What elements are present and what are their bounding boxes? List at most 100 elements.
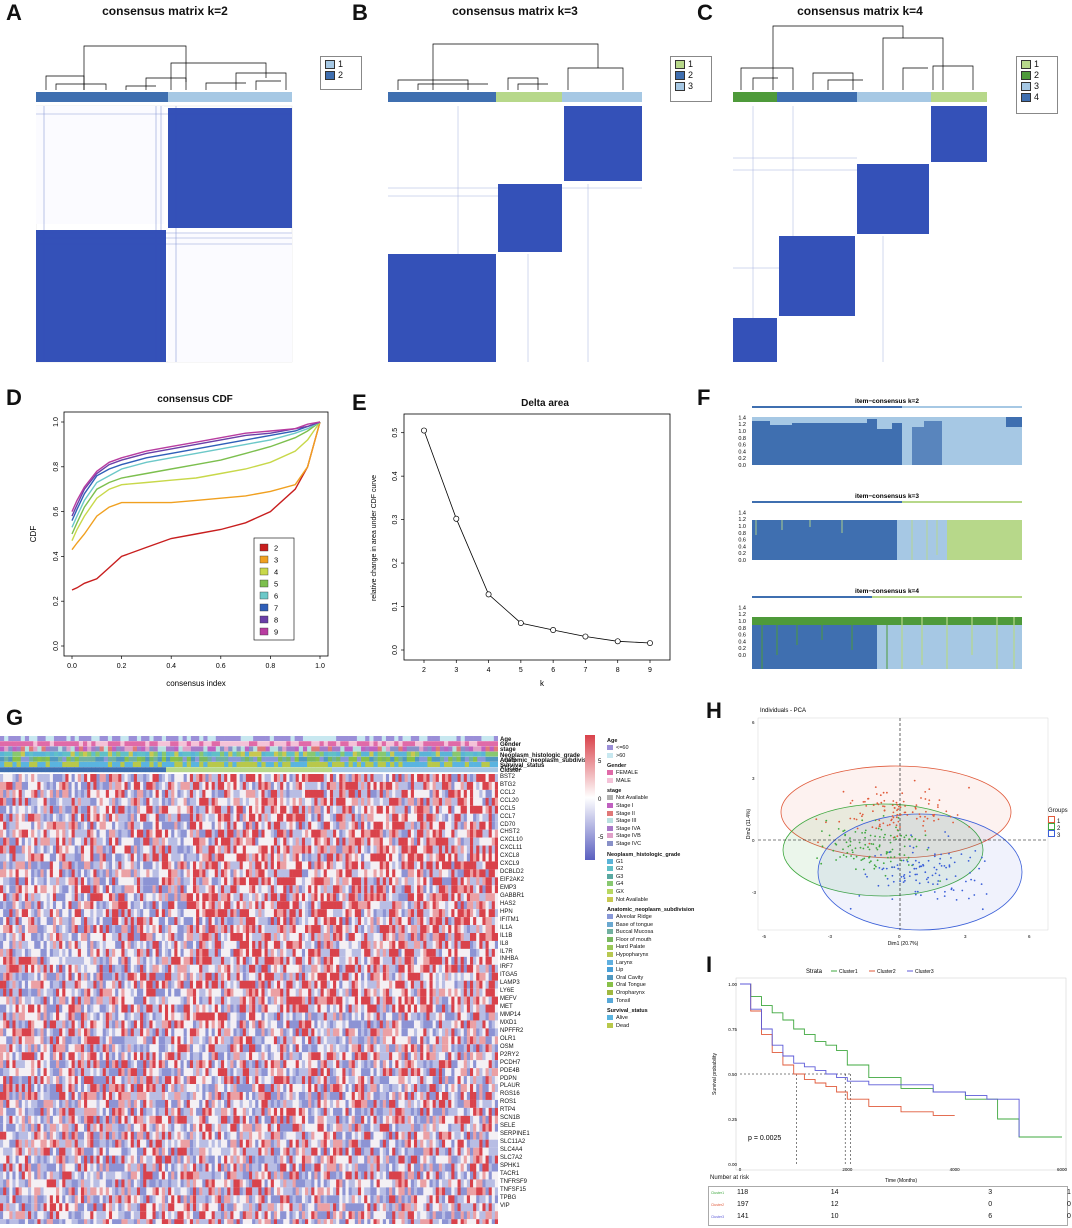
pca-point bbox=[851, 799, 854, 802]
heatmap-row bbox=[0, 837, 498, 846]
pca-point bbox=[874, 855, 876, 857]
pca-point bbox=[920, 865, 923, 868]
item-consensus-ytick: 0.2 bbox=[738, 551, 746, 557]
pca-point bbox=[892, 800, 895, 802]
km-xtick-label: 4000 bbox=[950, 1167, 961, 1172]
cdf-legend-label: 5 bbox=[274, 580, 278, 589]
pca-point bbox=[859, 812, 862, 815]
delta-line bbox=[423, 430, 651, 644]
pca-point bbox=[856, 827, 859, 830]
gene-label: HAS2 bbox=[500, 900, 516, 907]
pca-point bbox=[968, 826, 971, 828]
pca-point bbox=[845, 841, 848, 844]
km-ytick-label: 0.50 bbox=[728, 1072, 737, 1077]
delta-point bbox=[550, 627, 557, 633]
km-curve-Cluster3 bbox=[740, 983, 1020, 1137]
pca-point bbox=[835, 843, 838, 846]
pca-point bbox=[897, 820, 900, 823]
pca-point bbox=[890, 856, 892, 859]
pca-point bbox=[878, 845, 881, 848]
panel-letter-b: B bbox=[352, 0, 368, 25]
heatmap-row bbox=[0, 1163, 498, 1172]
pca-point bbox=[924, 815, 926, 818]
pca-point bbox=[924, 834, 927, 837]
pca-point bbox=[850, 855, 852, 857]
pca-point bbox=[900, 876, 903, 878]
cluster-bar-k2-1 bbox=[168, 92, 292, 102]
cdf-xtick-label: 0.2 bbox=[117, 663, 127, 670]
item-consensus-ytick: 1.2 bbox=[738, 422, 746, 428]
item-consensus-ytick: 0.8 bbox=[738, 436, 746, 442]
cdf-ytick-label: 0.6 bbox=[53, 507, 60, 517]
cdf-series-8 bbox=[71, 421, 321, 517]
heatmap-legend-item: Dead bbox=[607, 1023, 694, 1031]
pca-point bbox=[896, 803, 899, 806]
pca-point bbox=[886, 791, 888, 794]
pca-point bbox=[985, 893, 988, 895]
risk-value: 0 bbox=[1067, 1201, 1071, 1208]
pca-point bbox=[922, 864, 925, 867]
pca-point bbox=[867, 797, 869, 800]
km-pvalue: p = 0.0025 bbox=[748, 1135, 781, 1142]
gene-label: CXCL11 bbox=[500, 845, 523, 852]
pca-point bbox=[914, 873, 917, 876]
heatmap-row bbox=[0, 1092, 498, 1100]
pca-point bbox=[837, 828, 840, 830]
pca-point bbox=[863, 868, 865, 871]
pca-point bbox=[948, 865, 951, 868]
gene-label: RGS16 bbox=[500, 1091, 520, 1098]
item-consensus-ytick: 0.4 bbox=[738, 639, 746, 645]
delta-ytick-label: 0.3 bbox=[392, 515, 399, 525]
heatmap-legend-title: Anatomic_neoplasm_subdivision bbox=[607, 907, 695, 914]
cdf-legend-label: 2 bbox=[274, 544, 278, 553]
pca-point bbox=[891, 866, 893, 869]
pca-point bbox=[914, 859, 917, 862]
item-consensus-ytick: 0.8 bbox=[738, 626, 746, 632]
gene-label: MEFV bbox=[500, 996, 517, 1003]
pca-point bbox=[835, 859, 837, 861]
item-consensus-k4-title: item−consensus k=4 bbox=[855, 588, 919, 595]
km-ytick-label: 0.75 bbox=[728, 1027, 737, 1032]
pca-point bbox=[864, 873, 867, 876]
gene-label: HPN bbox=[500, 908, 513, 915]
gene-label: OLR1 bbox=[500, 1035, 516, 1042]
pca-point bbox=[973, 879, 976, 882]
pca-point bbox=[899, 880, 901, 882]
heatmap-row bbox=[0, 1107, 498, 1116]
delta-xtick-label: 7 bbox=[583, 667, 587, 674]
pca-point bbox=[874, 786, 877, 788]
gene-label: AQP9 bbox=[500, 758, 517, 764]
km-curve-Cluster1 bbox=[740, 983, 1062, 1138]
pca-point bbox=[897, 829, 899, 832]
km-legend-label: Cluster2 bbox=[877, 969, 896, 975]
gene-label: ITGA5 bbox=[500, 972, 518, 979]
pca-point bbox=[924, 871, 927, 874]
gene-label: LY6E bbox=[500, 988, 515, 995]
cdf-ytick-label: 0.0 bbox=[53, 641, 60, 651]
pca-point bbox=[858, 895, 861, 897]
cdf-series-9 bbox=[71, 421, 321, 512]
pca-point bbox=[839, 856, 841, 858]
heatmap-row bbox=[0, 1179, 498, 1188]
km-ytick-label: 0.00 bbox=[728, 1162, 737, 1167]
item-consensus-ytick: 1.0 bbox=[738, 524, 746, 530]
pca-point bbox=[893, 836, 896, 839]
pca-point bbox=[849, 840, 852, 843]
panel-letter-a: A bbox=[6, 0, 22, 25]
heatmap-row bbox=[0, 813, 498, 822]
pca-ellipse-2 bbox=[782, 803, 984, 897]
delta-chart: 0.0 0.1 0.2 0.3 0.4 0.5 2 3 4 5 6 7 8 9 relative cha… bbox=[371, 413, 671, 688]
heatmap-color-scale: 5 0 -5 bbox=[585, 735, 604, 860]
pca-point bbox=[901, 792, 904, 795]
heatmap-row bbox=[0, 1036, 498, 1045]
cdf-legend-swatch bbox=[259, 615, 269, 624]
pca-point bbox=[920, 894, 922, 897]
heatmap-row bbox=[0, 1044, 498, 1053]
pca-point bbox=[879, 836, 881, 838]
heatmap-row bbox=[0, 893, 498, 902]
pca-title: Individuals - PCA bbox=[760, 708, 806, 714]
heatmap-legend-item: Floor of mouth bbox=[607, 937, 694, 945]
pca-point bbox=[842, 790, 845, 793]
legend-k4: 1 2 3 4 bbox=[1016, 56, 1058, 114]
pca-point bbox=[927, 876, 929, 879]
